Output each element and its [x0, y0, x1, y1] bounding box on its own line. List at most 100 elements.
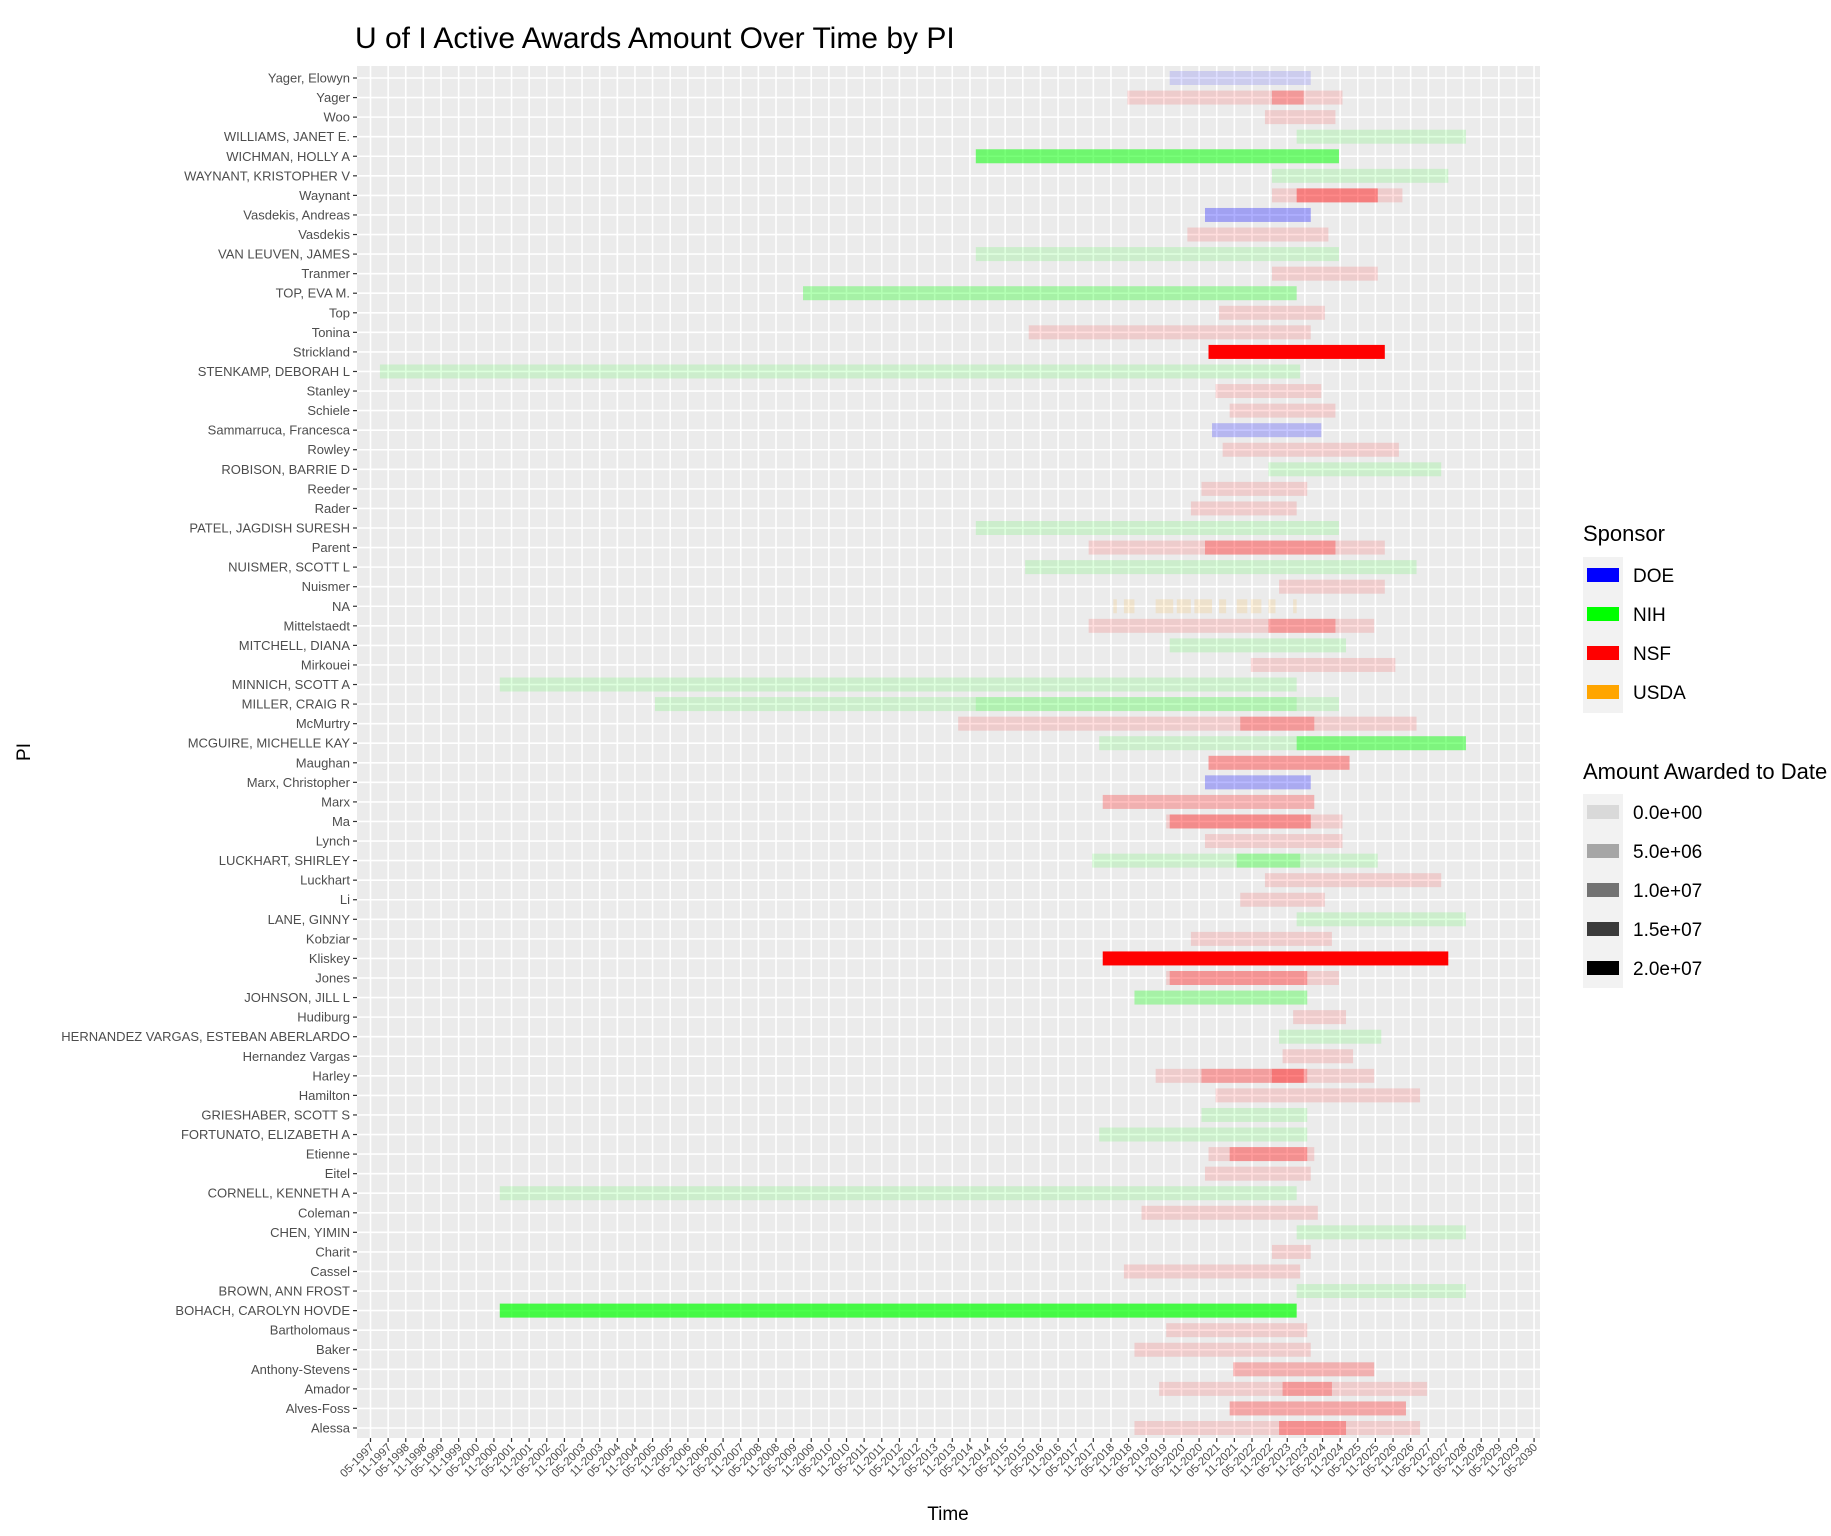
award-bar [1215, 384, 1322, 399]
award-bar [975, 149, 1339, 164]
award-bar [1282, 1049, 1354, 1064]
award-bar [379, 364, 1301, 379]
y-tick-label: Jones [315, 971, 350, 986]
y-tick-label: VAN LEUVEN, JAMES [218, 247, 350, 262]
award-bar [499, 1186, 1297, 1201]
legend-swatch [1587, 568, 1619, 582]
award-bar [1155, 1068, 1375, 1083]
y-tick-label: Li [340, 892, 350, 907]
y-tick-label: Parent [312, 540, 351, 555]
y-tick-label: Marx [321, 794, 350, 809]
award-bar [1201, 481, 1308, 496]
award-bar [1176, 599, 1191, 614]
award-bar [499, 1303, 1297, 1318]
y-tick-label: McMurtry [296, 716, 351, 731]
y-tick-label: Bartholomaus [270, 1323, 351, 1338]
y-tick-label: Anthony-Stevens [251, 1362, 351, 1377]
award-bar [654, 697, 1339, 712]
award-bar [1219, 599, 1227, 614]
award-bar [1028, 325, 1311, 340]
award-bar [1155, 599, 1174, 614]
y-tick-label: Strickland [293, 344, 350, 359]
award-bar [1271, 168, 1449, 183]
y-tick-label: Harley [312, 1068, 350, 1083]
award-bar [1296, 1225, 1466, 1240]
y-tick-label: Charit [315, 1244, 350, 1259]
y-tick-label: BROWN, ANN FROST [219, 1284, 351, 1299]
y-tick-label: Schiele [307, 403, 350, 418]
award-bar [1166, 814, 1343, 829]
award-bar [1296, 912, 1466, 927]
y-tick-label: LANE, GINNY [268, 912, 351, 927]
award-bar [1271, 266, 1378, 281]
legend-swatch [1587, 961, 1619, 975]
award-bar [1134, 1421, 1421, 1435]
award-bar [1102, 951, 1449, 966]
legend-sponsor-label: NIH [1633, 605, 1666, 626]
award-bar [1271, 1068, 1304, 1083]
award-bar [1141, 1205, 1318, 1220]
legend-sponsor-title: Sponsor [1583, 521, 1665, 546]
award-bar [1208, 1147, 1315, 1162]
award-bar [1204, 207, 1311, 222]
award-bar [1240, 716, 1315, 731]
award-bar [1208, 755, 1350, 770]
award-bar [1296, 736, 1466, 751]
award-bar [1268, 618, 1336, 633]
award-bar [1229, 1147, 1308, 1162]
y-tick-label: ROBISON, BARRIE D [221, 462, 350, 477]
y-tick-label: Baker [316, 1342, 351, 1357]
award-bar [803, 286, 1297, 301]
y-tick-label: CORNELL, KENNETH A [208, 1186, 351, 1201]
y-tick-label: Nuismer [302, 579, 351, 594]
y-tick-label: PATEL, JAGDISH SURESH [189, 521, 350, 536]
y-tick-label: HERNANDEZ VARGAS, ESTEBAN ABERLARDO [61, 1029, 350, 1044]
y-tick-label: WILLIAMS, JANET E. [224, 129, 350, 144]
award-bar [1293, 599, 1297, 614]
y-tick-label: Kobziar [306, 931, 351, 946]
award-bar [1215, 1088, 1421, 1103]
award-bar [1134, 990, 1308, 1005]
award-bar [1279, 1029, 1382, 1044]
y-tick-label: Stanley [307, 384, 351, 399]
award-bar [1102, 794, 1315, 809]
y-axis-title: PI [14, 743, 35, 761]
y-tick-label: Rader [315, 501, 351, 516]
award-bar [1264, 110, 1336, 125]
award-bar [1264, 873, 1442, 888]
award-bar [1282, 1381, 1332, 1396]
y-tick-label: Yager, Elowyn [268, 71, 350, 86]
award-bar [1229, 1401, 1406, 1416]
chart-title: U of I Active Awards Amount Over Time by… [355, 22, 955, 55]
award-bar [1222, 442, 1399, 457]
legend-swatch [1587, 922, 1619, 936]
award-bar [1240, 892, 1325, 907]
award-bar [1123, 599, 1135, 614]
legend-amount-label: 5.0e+06 [1633, 842, 1702, 863]
y-tick-label: Hudiburg [297, 1010, 350, 1025]
award-bar [1271, 188, 1403, 203]
legend-amount-title: Amount Awarded to Date [1583, 759, 1827, 784]
y-tick-label: Amador [304, 1381, 350, 1396]
y-tick-label: BOHACH, CAROLYN HOVDE [175, 1303, 350, 1318]
y-tick-label: WAYNANT, KRISTOPHER V [184, 168, 350, 183]
award-bar [1088, 540, 1385, 555]
legend-amount-label: 0.0e+00 [1633, 803, 1702, 824]
y-tick-label: GRIESHABER, SCOTT S [201, 1107, 350, 1122]
x-axis: 05-199711-199705-199811-199805-199911-19… [338, 1438, 1540, 1480]
y-tick-label: MILLER, CRAIG R [242, 697, 350, 712]
award-bar [1123, 1264, 1301, 1279]
award-bar [1099, 736, 1466, 751]
award-bar [1268, 599, 1276, 614]
award-bar [1134, 1342, 1311, 1357]
y-tick-label: NA [332, 599, 350, 614]
award-bar [1236, 853, 1301, 868]
award-bar [1236, 599, 1248, 614]
y-tick-label: Maughan [296, 755, 350, 770]
award-bar [1233, 1362, 1375, 1377]
legend-amount-label: 1.5e+07 [1633, 920, 1702, 941]
legend-sponsor-label: USDA [1633, 683, 1686, 704]
award-bar [1201, 1068, 1308, 1083]
y-tick-label: Mittelstaedt [284, 618, 351, 633]
